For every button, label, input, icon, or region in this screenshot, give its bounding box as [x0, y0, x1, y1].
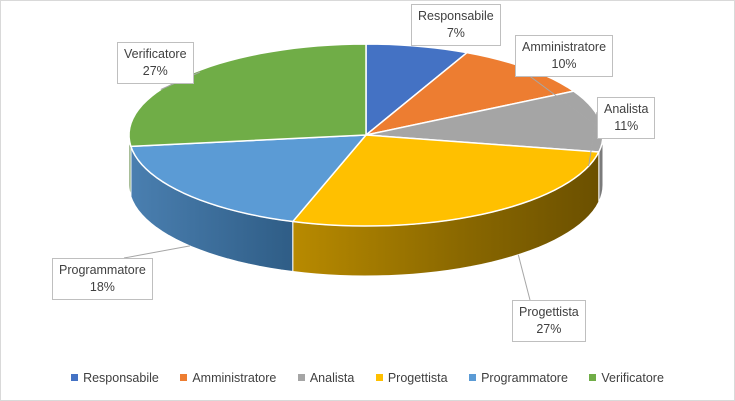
label-name: Verificatore	[124, 47, 187, 61]
legend-label: Progettista	[387, 371, 448, 385]
legend-label: Responsabile	[83, 371, 159, 385]
data-label-programmatore: Programmatore 18%	[52, 258, 153, 300]
legend: Responsabile Amministratore Analista Pro…	[0, 371, 735, 385]
legend-item-amministratore: Amministratore	[180, 371, 276, 385]
legend-item-responsabile: Responsabile	[71, 371, 159, 385]
legend-swatch	[589, 374, 597, 382]
legend-swatch	[71, 374, 79, 382]
pie-slice-progettista	[292, 134, 600, 227]
legend-item-programmatore: Programmatore	[469, 371, 568, 385]
label-value: 10%	[551, 57, 577, 71]
label-name: Analista	[604, 102, 649, 116]
pie-slice-responsabile	[365, 43, 468, 136]
label-value: 18%	[89, 280, 115, 294]
data-label-responsabile: Responsabile 7%	[411, 4, 501, 46]
legend-item-verificatore: Verificatore	[589, 371, 664, 385]
data-label-progettista: Progettista 27%	[512, 300, 586, 342]
data-label-verificatore: Verificatore 27%	[117, 42, 194, 84]
label-name: Amministratore	[522, 40, 607, 54]
label-name: Progettista	[519, 305, 579, 319]
label-value: 27%	[536, 322, 562, 336]
pie-slice-programmatore	[130, 134, 367, 223]
leader-line-progettista	[517, 254, 531, 301]
label-value: 7%	[446, 26, 465, 40]
label-value: 11%	[614, 119, 639, 133]
leader-line-analista	[588, 111, 598, 167]
data-label-analista: Analista 11%	[597, 97, 656, 139]
legend-label: Analista	[309, 371, 355, 385]
legend-label: Programmatore	[481, 371, 568, 385]
label-value: 27%	[142, 64, 168, 78]
data-label-amministratore: Amministratore 10%	[515, 35, 614, 77]
leader-line-programmatore	[123, 245, 190, 259]
legend-label: Amministratore	[192, 371, 277, 385]
legend-label: Verificatore	[601, 371, 664, 385]
legend-swatch	[375, 374, 383, 382]
label-name: Programmatore	[59, 263, 146, 277]
legend-swatch	[469, 374, 477, 382]
legend-item-analista: Analista	[297, 371, 355, 385]
legend-item-progettista: Progettista	[375, 371, 448, 385]
label-name: Responsabile	[418, 9, 494, 23]
legend-swatch	[180, 374, 188, 382]
legend-swatch	[297, 374, 305, 382]
